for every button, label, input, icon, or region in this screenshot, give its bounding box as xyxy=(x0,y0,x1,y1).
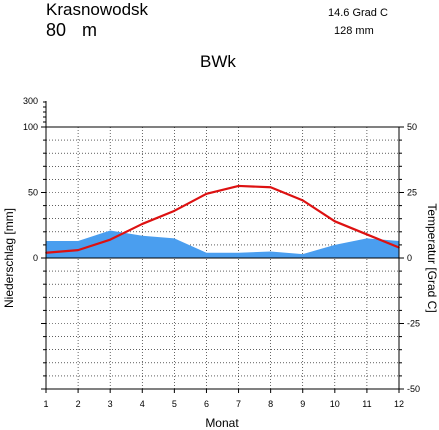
left-tick-label-upper: 300 xyxy=(23,96,38,106)
annual-precipitation: 128 mm xyxy=(334,25,374,37)
station-name: Krasnowodsk xyxy=(46,0,149,19)
x-tick-label: 10 xyxy=(330,399,340,409)
elevation-unit: m xyxy=(82,20,97,40)
temperature-point xyxy=(269,186,272,189)
x-tick-label: 1 xyxy=(43,399,48,409)
precipitation-area xyxy=(46,230,399,258)
elevation-value: 80 xyxy=(46,20,67,40)
temperature-point xyxy=(77,249,79,251)
temperature-point xyxy=(366,233,368,236)
temperature-line xyxy=(45,184,400,254)
temperature-point xyxy=(237,185,240,187)
x-tick-label: 7 xyxy=(236,399,241,409)
x-axis-title: Monat xyxy=(205,416,239,430)
temperature-point xyxy=(173,210,176,212)
axes xyxy=(41,101,404,393)
climate-class-title: BWk xyxy=(200,52,236,71)
mean-temperature: 14.6 Grad C xyxy=(328,7,388,19)
left-tick-label: 100 xyxy=(23,122,38,132)
x-tick-label: 5 xyxy=(172,399,177,409)
right-tick-label: -25 xyxy=(407,319,420,329)
temperature-point xyxy=(301,199,304,202)
x-tick-label: 6 xyxy=(204,399,209,409)
temperature-point xyxy=(334,220,336,223)
right-axis-title: Temperatur [Grad C] xyxy=(425,203,439,312)
x-tick-label: 4 xyxy=(140,399,145,409)
right-tick-label: 50 xyxy=(407,122,417,132)
right-tick-label: 0 xyxy=(407,253,412,263)
x-tick-label: 8 xyxy=(268,399,273,409)
right-tick-label: 25 xyxy=(407,188,417,198)
right-tick-label: -50 xyxy=(407,384,420,394)
x-tick-label: 9 xyxy=(300,399,305,409)
x-tick-label: 3 xyxy=(108,399,113,409)
left-tick-label: 0 xyxy=(33,253,38,263)
temperature-point xyxy=(109,238,111,241)
x-tick-label: 2 xyxy=(76,399,81,409)
left-axis-title: Niederschlag [mm] xyxy=(2,208,16,308)
temperature-point xyxy=(141,223,144,225)
x-tick-label: 12 xyxy=(394,399,404,409)
x-tick-label: 11 xyxy=(362,399,371,409)
chart-marks xyxy=(45,184,400,259)
left-tick-label: 50 xyxy=(28,188,38,198)
temperature-point xyxy=(205,193,208,195)
